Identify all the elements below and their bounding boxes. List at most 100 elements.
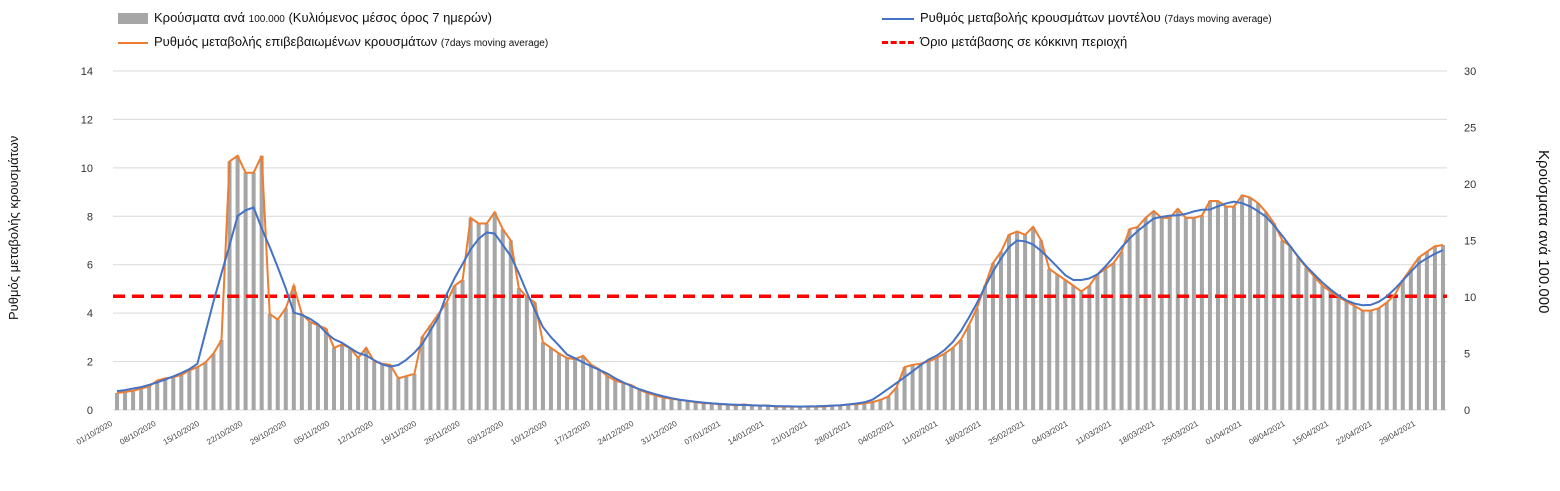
bar	[1047, 268, 1052, 410]
x-tick-label: 31/12/2020	[639, 419, 679, 447]
bar	[516, 287, 521, 410]
x-tick-label: 11/02/2021	[901, 419, 940, 447]
x-tick-label: 29/10/2020	[249, 419, 289, 447]
legend-swatch-model	[882, 17, 914, 20]
bar	[243, 172, 248, 410]
bar	[757, 405, 762, 410]
bar	[1248, 197, 1253, 410]
bar	[131, 390, 136, 410]
right-axis-ticks: 0 5 10 15 20 25 30	[1464, 66, 1476, 417]
bar	[637, 389, 642, 410]
y-right-tick-label: 10	[1464, 292, 1476, 304]
bar	[1288, 246, 1293, 410]
bar	[203, 362, 208, 410]
bar	[830, 405, 835, 410]
bar	[733, 405, 738, 410]
x-tick-label: 11/03/2021	[1074, 419, 1113, 447]
x-tick-label: 28/01/2021	[813, 419, 853, 447]
y-left-tick-label: 0	[87, 405, 93, 417]
legend-label-model: Ρυθμός μεταβολής κρουσμάτων μοντέλου	[920, 10, 1161, 25]
bar	[155, 380, 160, 410]
bar	[886, 396, 891, 410]
bar	[476, 223, 481, 410]
y-axis-left-title-box: Ρυθμός μεταβολής κρουσμάτων	[6, 90, 28, 320]
bar	[299, 313, 304, 410]
legend-small-cases: 100.000	[248, 14, 285, 25]
y-right-tick-label: 0	[1464, 405, 1470, 417]
bar	[1272, 223, 1277, 410]
bar	[629, 385, 634, 410]
bar	[645, 393, 650, 410]
y-right-tick-label: 20	[1464, 179, 1476, 191]
bar	[1400, 280, 1405, 410]
y-right-tick-label: 15	[1464, 236, 1476, 248]
legend-swatch-threshold	[882, 41, 914, 45]
bar	[444, 302, 449, 410]
x-tick-label: 05/11/2020	[292, 419, 331, 447]
bar	[123, 391, 128, 410]
bar	[524, 297, 529, 410]
x-tick-label: 25/03/2021	[1161, 419, 1201, 447]
bar	[139, 388, 144, 410]
bar	[950, 347, 955, 410]
bar	[589, 364, 594, 410]
bar	[1296, 257, 1301, 410]
bar	[540, 342, 545, 410]
bar	[846, 404, 851, 410]
x-tick-label: 01/04/2021	[1204, 419, 1244, 447]
bar	[556, 353, 562, 410]
legend-item-threshold: Όριο μετάβασης σε κόκκινη περιοχή	[882, 34, 1127, 49]
bar	[163, 378, 168, 410]
bar	[1304, 267, 1309, 410]
x-tick-label: 04/03/2021	[1030, 419, 1070, 447]
bar	[1416, 257, 1421, 410]
x-tick-label: 15/10/2020	[162, 419, 202, 447]
bar	[1432, 246, 1437, 410]
bar	[348, 347, 353, 410]
bar	[1183, 217, 1188, 410]
bar	[1280, 240, 1285, 410]
x-axis-ticks: 01/10/2020 08/10/2020 15/10/2020 22/10/2020…	[75, 419, 1418, 447]
legend-small-model: (7days moving average)	[1164, 14, 1272, 25]
bar	[412, 373, 417, 410]
bar	[147, 386, 152, 410]
bar	[1207, 200, 1212, 410]
bar	[1151, 211, 1156, 410]
y-left-tick-label: 10	[81, 163, 93, 175]
bar	[1127, 229, 1132, 410]
y-left-tick-label: 8	[87, 211, 93, 223]
bar	[1199, 215, 1204, 410]
bar	[605, 376, 610, 410]
bar	[1039, 240, 1044, 410]
bar	[597, 369, 602, 410]
bar	[677, 399, 682, 410]
bar	[918, 363, 923, 410]
x-tick-label: 10/12/2020	[509, 419, 549, 447]
bar	[773, 406, 778, 410]
gridlines	[113, 70, 1447, 411]
y-left-tick-label: 4	[87, 308, 93, 320]
bar	[1095, 274, 1100, 410]
legend-item-model: Ρυθμός μεταβολής κρουσμάτων μοντέλου (7d…	[882, 10, 1272, 25]
bar	[806, 406, 811, 410]
y-right-tick-label: 5	[1464, 349, 1470, 361]
x-tick-label: 18/02/2021	[943, 419, 983, 447]
bar	[388, 364, 393, 410]
y-right-tick-label: 25	[1464, 123, 1476, 135]
bar	[565, 358, 570, 410]
bar	[396, 378, 401, 410]
bar	[1015, 231, 1020, 410]
x-tick-label: 22/10/2020	[205, 419, 245, 447]
bar	[1352, 306, 1357, 410]
legend-label-cases: Κρούσματα ανά	[154, 10, 246, 25]
y-left-tick-label: 2	[87, 357, 93, 369]
bar	[179, 374, 184, 410]
bar	[862, 403, 867, 410]
cases-bars	[115, 155, 1445, 410]
bar	[573, 359, 578, 410]
bar	[1087, 285, 1092, 410]
bar	[452, 285, 457, 410]
bar	[1264, 212, 1269, 410]
bar	[1320, 285, 1325, 410]
